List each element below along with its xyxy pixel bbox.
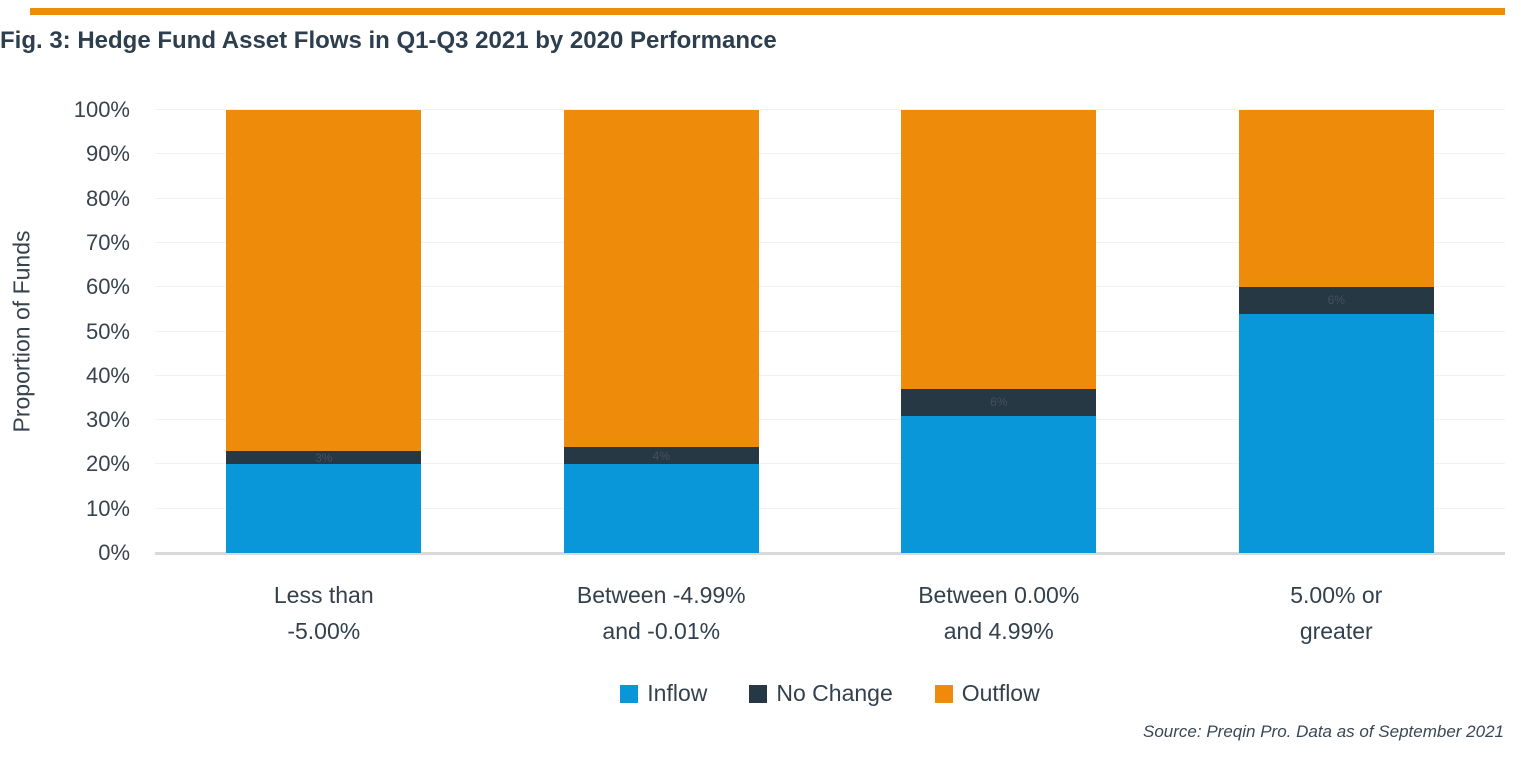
- bar-segment-outflow: [1238, 110, 1434, 288]
- y-tick-label: 70%: [85, 229, 130, 255]
- bar-segment-outflow: [563, 110, 759, 447]
- y-tick-label: 40%: [85, 362, 130, 388]
- x-axis-line: [155, 552, 1505, 555]
- x-category-label: Between -4.99% and -0.01%: [576, 582, 746, 644]
- legend-swatch-icon: [749, 684, 768, 703]
- segment-value-label: 6%: [990, 395, 1008, 410]
- gridline: [155, 507, 1505, 509]
- legend-item-no-change: No Change: [749, 680, 893, 707]
- x-category-label: Between 0.00% and 4.99%: [918, 582, 1080, 644]
- bar-group: 6%: [1238, 110, 1434, 553]
- bar-group: 4%: [563, 110, 759, 553]
- legend-swatch-icon: [620, 684, 639, 703]
- y-tick-label: 80%: [85, 185, 130, 211]
- gridline: [155, 419, 1505, 421]
- bar-segment-no-change: 6%: [901, 389, 1097, 416]
- bar-segment-no-change: 3%: [226, 450, 422, 465]
- gridline: [155, 374, 1505, 376]
- bar-segment-inflow: [901, 415, 1097, 553]
- figure-title: Fig. 3: Hedge Fund Asset Flows in Q1-Q3 …: [0, 27, 777, 54]
- legend-label: Outflow: [961, 680, 1040, 706]
- source-note: Source: Preqin Pro. Data as of September…: [1143, 722, 1504, 741]
- bar-group: 6%: [901, 110, 1097, 553]
- y-tick-label: 90%: [85, 141, 130, 167]
- bar-segment-no-change: 6%: [1238, 287, 1434, 314]
- top-accent-bar: [30, 8, 1505, 15]
- y-axis-title: Proportion of Funds: [8, 230, 35, 433]
- gridline: [155, 241, 1505, 243]
- y-tick-label: 0%: [98, 540, 130, 565]
- y-tick-label: 50%: [85, 318, 130, 344]
- legend-label: No Change: [776, 680, 893, 706]
- bar-segment-inflow: [226, 464, 422, 553]
- bar-segment-outflow: [226, 110, 422, 452]
- legend-label: Inflow: [647, 680, 708, 706]
- gridline: [155, 109, 1505, 110]
- chart-legend: Inflow No Change Outflow: [155, 680, 1505, 707]
- bar-segment-no-change: 4%: [563, 446, 759, 465]
- y-tick-label: 20%: [85, 451, 130, 477]
- legend-swatch-icon: [934, 684, 953, 703]
- y-tick-label: 30%: [85, 407, 130, 433]
- bar-segment-inflow: [1238, 313, 1434, 553]
- gridline: [155, 286, 1505, 288]
- x-category-label: Less than -5.00%: [273, 582, 374, 644]
- gridline: [155, 463, 1505, 465]
- y-tick-label: 60%: [85, 274, 130, 300]
- x-category-label: 5.00% or greater: [1290, 582, 1383, 644]
- bar-group: 3%: [226, 110, 422, 553]
- bar-segment-inflow: [563, 464, 759, 553]
- gridline: [155, 197, 1505, 199]
- legend-item-outflow: Outflow: [934, 680, 1040, 707]
- segment-value-label: 6%: [1327, 293, 1345, 308]
- segment-value-label: 4%: [652, 448, 670, 463]
- y-tick-label: 100%: [73, 97, 130, 122]
- gridline: [155, 153, 1505, 155]
- bar-segment-outflow: [901, 110, 1097, 390]
- plot-area: 0% 10% 20% 30% 40% 50% 60% 70% 80% 90% 100% 3% Less …: [74, 97, 1505, 644]
- segment-value-label: 3%: [315, 450, 333, 465]
- y-tick-label: 10%: [85, 495, 130, 521]
- legend-item-inflow: Inflow: [620, 680, 707, 707]
- gridline: [155, 330, 1505, 332]
